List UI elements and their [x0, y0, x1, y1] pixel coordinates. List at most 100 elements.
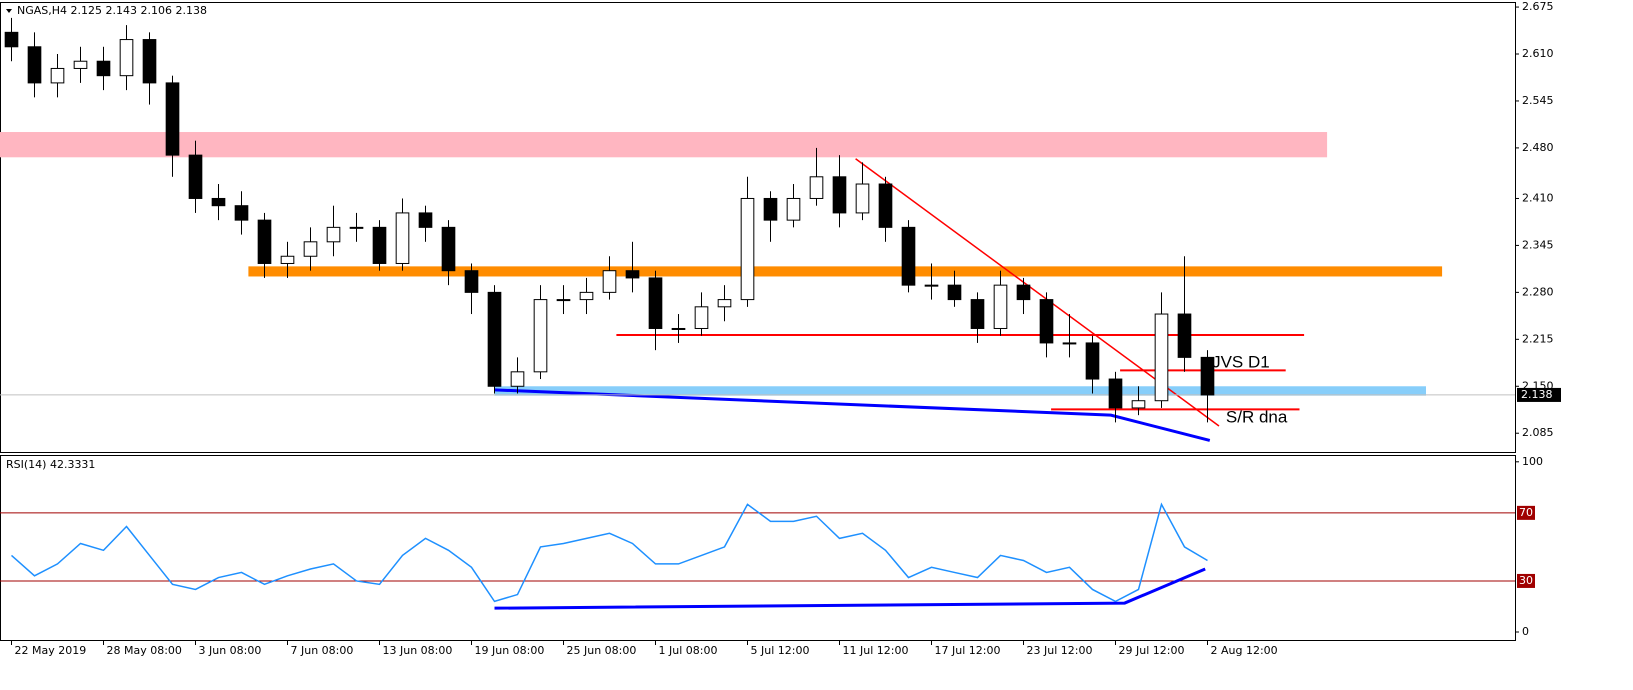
candle-body	[1154, 313, 1169, 402]
candle-body	[648, 277, 663, 329]
x-tick-label: 19 Jun 08:00	[474, 644, 544, 657]
y-tick-label: 2.410	[1522, 191, 1554, 204]
x-tick-label: 2 Aug 12:00	[1210, 644, 1277, 657]
candle-body	[142, 39, 157, 84]
candle-body	[211, 197, 226, 207]
candle-body	[257, 219, 272, 264]
candle-body	[4, 31, 19, 48]
level-label: 30	[1519, 574, 1533, 587]
candle-body	[27, 46, 42, 84]
x-tick-label: 28 May 08:00	[106, 644, 181, 657]
x-tick-label: 11 Jul 12:00	[842, 644, 908, 657]
annotation: JVS D1	[1212, 353, 1270, 372]
rsi-line	[11, 502, 1208, 603]
candle-body	[740, 197, 755, 301]
candle-body	[855, 183, 870, 214]
zone	[248, 266, 1443, 277]
candle-body	[188, 154, 203, 199]
candle-body	[901, 226, 916, 286]
candle-body	[165, 82, 180, 156]
x-tick-label: 29 Jul 12:00	[1118, 644, 1184, 657]
x-tick-label: 25 Jun 08:00	[566, 644, 636, 657]
zone	[0, 132, 1328, 158]
price-panel	[0, 2, 1516, 453]
annotation: S/R dna	[1226, 408, 1288, 427]
y-tick-label: 100	[1522, 455, 1543, 468]
x-tick-label: 13 Jun 08:00	[382, 644, 452, 657]
candle-body	[717, 299, 732, 308]
last-price-label: 2.138	[1521, 388, 1553, 401]
candle-body	[694, 306, 709, 329]
candle-body	[786, 197, 801, 221]
y-tick-label: 2.215	[1522, 332, 1554, 345]
candle-body	[533, 299, 548, 373]
candle-body	[1177, 313, 1192, 358]
candle-body	[1200, 356, 1215, 396]
last-price-box	[1517, 387, 1561, 402]
candle-body	[395, 212, 410, 264]
zone	[494, 386, 1426, 396]
level-box	[1517, 573, 1535, 588]
candle-body	[441, 226, 456, 272]
candle-body	[763, 197, 778, 221]
x-tick-label: 1 Jul 08:00	[658, 644, 717, 657]
x-tick-label: 23 Jul 12:00	[1026, 644, 1092, 657]
y-tick-label: 2.085	[1522, 426, 1554, 439]
candle-body	[878, 183, 893, 228]
candle-body	[1131, 400, 1146, 409]
candle-body	[119, 39, 134, 77]
candle-body	[234, 205, 249, 221]
y-tick-label: 2.150	[1522, 379, 1554, 392]
candle-body	[602, 270, 617, 293]
candle-body	[947, 284, 962, 301]
rsi-title: RSI(14) 42.3331	[6, 458, 95, 471]
menu-arrow	[6, 9, 12, 13]
level-label: 70	[1519, 506, 1533, 519]
candle-body	[556, 299, 571, 302]
x-tick-label: 3 Jun 08:00	[198, 644, 261, 657]
candle-body	[924, 284, 939, 287]
candle-body	[349, 226, 364, 229]
x-tick-label: 17 Jul 12:00	[934, 644, 1000, 657]
candle-body	[1039, 299, 1054, 344]
y-tick-label: 2.480	[1522, 141, 1554, 154]
y-tick-label: 2.610	[1522, 47, 1554, 60]
x-tick-label: 5 Jul 12:00	[750, 644, 809, 657]
candle-body	[832, 176, 847, 214]
y-tick-label: 2.280	[1522, 285, 1554, 298]
candle-body	[993, 284, 1008, 329]
y-tick-label: 2.345	[1522, 238, 1554, 251]
candle-body	[303, 241, 318, 257]
trend-line	[494, 388, 1211, 442]
x-tick-label: 7 Jun 08:00	[290, 644, 353, 657]
candle-body	[1085, 342, 1100, 380]
level-box	[1517, 505, 1535, 520]
candle-body	[280, 255, 295, 264]
candle-body	[464, 270, 479, 293]
candle-body	[326, 226, 341, 243]
candle-body	[625, 270, 640, 279]
candle-body	[579, 291, 594, 301]
y-tick-label: 2.675	[1522, 0, 1554, 13]
candle-body	[50, 67, 65, 84]
candle-body	[96, 60, 111, 77]
candle-body	[510, 371, 525, 387]
candle-body	[970, 299, 985, 329]
candle-body	[671, 327, 686, 330]
candle-body	[809, 176, 824, 199]
rsi-panel	[0, 455, 1516, 641]
candle-body	[418, 212, 433, 228]
candle-body	[487, 291, 502, 387]
y-tick-label: 0	[1522, 625, 1529, 638]
candle-body	[372, 226, 387, 264]
candle-body	[1108, 378, 1123, 409]
candle-body	[1062, 342, 1077, 345]
chart-title: NGAS,H4 2.125 2.143 2.106 2.138	[17, 4, 207, 17]
y-tick-label: 2.545	[1522, 94, 1554, 107]
x-tick-label: 22 May 2019	[14, 644, 86, 657]
candle-body	[73, 60, 88, 69]
candle-body	[1016, 284, 1031, 301]
trend-line	[494, 567, 1206, 610]
